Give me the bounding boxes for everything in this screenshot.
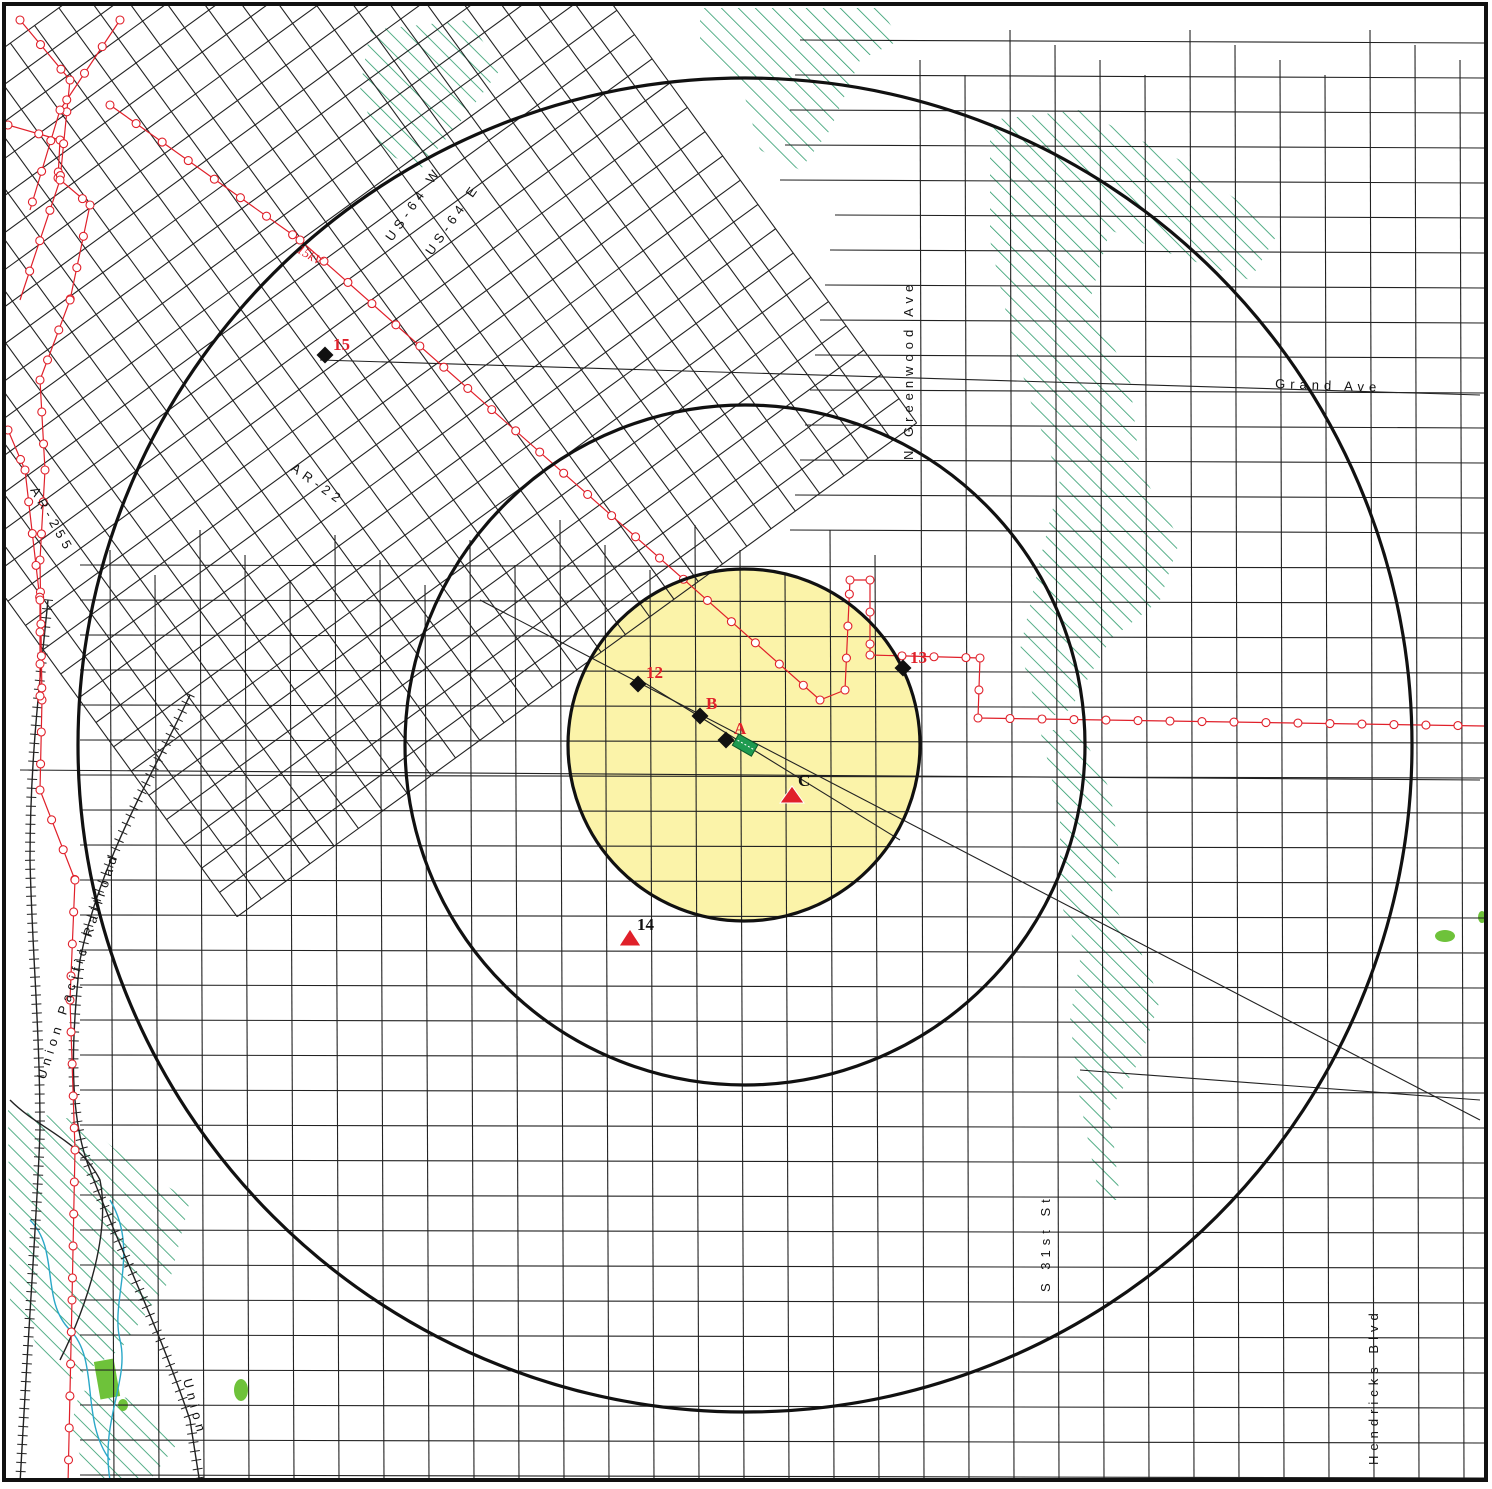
street-segment (335, 535, 339, 1480)
street-segment (80, 1265, 1485, 1268)
street-segment (80, 565, 1485, 568)
street-segment (380, 560, 384, 1480)
street-segment (825, 285, 1485, 288)
street-segment (155, 575, 159, 1480)
site-14-marker[interactable]: 14 (619, 915, 655, 946)
street-segment (83, 0, 577, 670)
street-segment (290, 580, 294, 1480)
street-segment (80, 1020, 1485, 1023)
street-segment (80, 1300, 1485, 1303)
site-label: C (798, 771, 810, 790)
label-railroad: Union Pacific Railroad (34, 850, 122, 1081)
street-segment (43, 156, 723, 650)
street-segment (245, 555, 249, 1480)
site-label: 12 (646, 663, 663, 682)
street-segment (80, 950, 1485, 953)
site-label: 13 (910, 648, 927, 667)
street-segment (80, 1475, 1485, 1478)
street-segment (25, 132, 705, 626)
street-segment (80, 1125, 1485, 1128)
street-segment (1460, 60, 1464, 1480)
street-segment (80, 1055, 1485, 1058)
street-segment (8, 107, 688, 601)
street-segment (830, 250, 1485, 253)
street-segment (820, 320, 1485, 323)
label-greenwood: N Greenwood Ave (901, 280, 916, 460)
site-label: A (734, 719, 747, 738)
street-segment (1370, 30, 1374, 1480)
street-segment (80, 1405, 1485, 1408)
street-segment (80, 1440, 1485, 1443)
street-segment (1415, 45, 1419, 1480)
label-s31st: S 31st St (1038, 1194, 1053, 1292)
site-label: B (706, 694, 717, 713)
site-label: 14 (637, 915, 655, 934)
street-segment (80, 1335, 1485, 1338)
street-segment (80, 985, 1485, 988)
street-segment (80, 1195, 1485, 1198)
street-segment (0, 131, 383, 811)
street-segment (800, 40, 1485, 43)
street-segment (1280, 60, 1284, 1480)
site-15-marker[interactable]: 15 (317, 335, 350, 363)
street-segment (795, 75, 1485, 78)
diamond-icon (317, 347, 334, 364)
street-segment (200, 530, 204, 1480)
street-segment (80, 1160, 1485, 1163)
street-segment (80, 1090, 1485, 1093)
street-segment (790, 110, 1485, 113)
street-segment (1080, 1070, 1480, 1100)
label-hendricks: Hendricks Blvd (1366, 1308, 1381, 1465)
site-label: 15 (333, 335, 350, 354)
street-segment (515, 565, 519, 1480)
street-segment (80, 1370, 1485, 1373)
